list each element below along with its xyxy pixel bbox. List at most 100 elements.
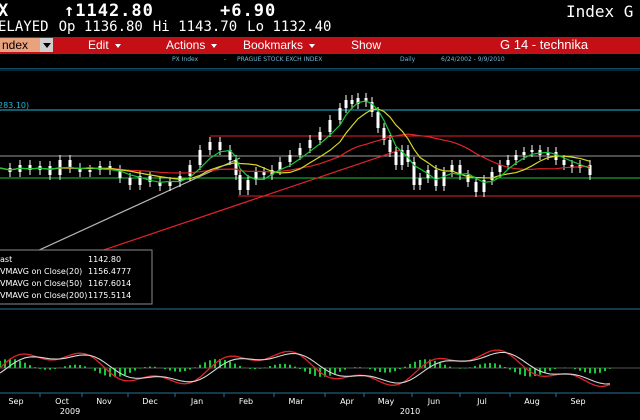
candle-body [474,182,478,192]
candle-body [406,150,410,162]
x-tick-label: Jan [190,397,203,406]
macd-bar [459,368,461,369]
security-field[interactable]: ndex [0,38,42,52]
menu-edit[interactable]: Edit [88,38,121,52]
macd-bar [429,359,431,368]
x-axis: Sep Oct Nov Dec Jan Feb Mar Apr May Jun Jul Aug Sep 2… [8,393,586,416]
macd-line [0,349,611,388]
macd-bar [139,368,141,369]
macd-bar [484,363,486,368]
macd-bar [74,364,76,368]
candle-body [344,100,348,108]
candle-body [128,178,132,185]
macd-bar [119,368,121,377]
macd-bar [49,368,51,370]
candle-body [364,98,368,102]
macd-bar [19,360,21,368]
legend-label: VMAVG on Close(50) [0,279,82,288]
macd-bar [174,368,176,372]
candle-body [78,168,82,172]
macd-bar [609,368,611,369]
candle-body [298,148,302,155]
macd-bar [104,368,106,376]
x-tick-label: Jun [427,397,441,406]
candle-body [308,140,312,148]
macd-bar [14,359,16,368]
candle-body [68,160,72,168]
macd-bar [259,368,261,369]
macd-bar [229,361,231,368]
macd-bar [9,358,11,368]
candle-body [522,152,526,155]
candle-body [262,172,266,175]
chart-sep: - [224,56,227,63]
candle-body [434,170,438,186]
candle-body [376,112,380,128]
candle-body [498,165,502,172]
menu-show[interactable]: Show [351,38,381,52]
macd-bar [494,363,496,368]
ohl-row: ELAYED Op 1136.80 Hi 1143.70 Lo 1132.40 [0,19,341,35]
menu-bar: ndex Edit Actions Bookmarks Show G 14 - … [0,37,640,54]
candle-body [138,176,142,185]
macd-bar [24,362,26,368]
candle-body [442,172,446,186]
legend-value: 1167.6014 [88,279,131,288]
candle-body [168,182,172,186]
candle-body [28,165,32,170]
x-tick-label: Nov [96,397,112,406]
candle-body [318,132,322,140]
macd-bar [164,368,166,370]
candle-body [490,172,494,180]
menu-actions[interactable]: Actions [166,38,218,52]
menu-bookmarks[interactable]: Bookmarks [243,38,316,52]
macd-bar [409,364,411,368]
candle-body [388,140,392,152]
high-price: Hi 1143.70 [152,19,238,35]
macd-bar [34,367,36,368]
macd-bar [179,368,181,372]
chevron-down-icon [309,43,316,48]
candle-body [48,166,52,175]
security-dropdown-icon[interactable] [40,38,53,52]
macd-bar [204,362,206,368]
macd-bar [274,364,276,368]
macd-bar [604,368,606,372]
macd-bar [389,368,391,373]
open-price: Op 1136.80 [58,19,143,35]
macd-bar [549,368,551,371]
candle-body [588,165,592,175]
candle-body [288,155,292,162]
macd-bar [279,363,281,368]
legend-value: 1156.4777 [88,267,131,276]
macd-bar [534,368,536,377]
macd-bar [414,361,416,368]
macd-bar [399,368,401,370]
candle-body [218,142,222,150]
candle-body [450,165,454,172]
macd-bar [79,365,81,368]
macd-bar [129,368,131,373]
macd-bar [299,368,301,369]
chart-security-name: PRAGUE STOCK EXCH INDEX [237,56,323,63]
ma20-line [0,100,591,183]
macd-bar [69,365,71,368]
macd-bar [334,368,336,374]
menu-bookmarks-label: Bookmarks [243,38,304,52]
macd-bar [359,367,361,368]
index-label: Index G [566,2,634,21]
x-tick-label: Sep [570,397,585,406]
macd-bar [209,360,211,368]
candle-body [270,170,274,175]
legend-label: ast [0,255,12,264]
candle-body [458,165,462,175]
macd-bar [589,368,591,374]
macd-bar [44,368,46,370]
candle-body [198,150,202,165]
candle-body [546,152,550,155]
candle-body [254,172,258,180]
macd-bar [344,368,346,370]
macd-bar [394,368,396,372]
x-year-label: 2009 [60,407,80,416]
